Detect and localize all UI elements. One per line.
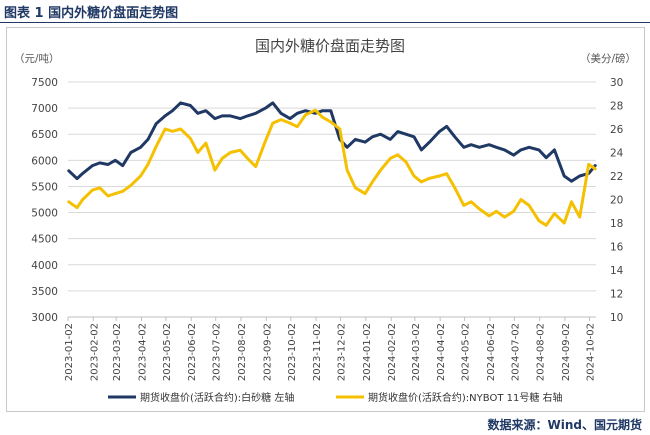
y-tick-left-label: 3500 — [31, 286, 58, 298]
x-tick-label: 2023-09-02 — [262, 323, 273, 381]
x-tick-label: 2024-06-02 — [486, 323, 497, 381]
x-tick-label: 2023-08-02 — [237, 323, 248, 381]
figure-caption: 图表 1 国内外糖价盘面走势图 — [4, 6, 179, 21]
x-tick-label: 2023-12-02 — [337, 323, 348, 381]
x-tick-label: 2024-05-02 — [461, 323, 472, 381]
y-tick-right-label: 28 — [610, 101, 623, 113]
data-source: 数据来源：Wind、国元期货 — [487, 418, 642, 432]
chart-title: 国内外糖价盘面走势图 — [255, 37, 405, 55]
y-axis-left: 7500 7000 6500 6000 5500 5000 4500 4000 3500 3000 — [31, 77, 58, 324]
x-tick-label: 2024-07-02 — [510, 323, 521, 381]
x-tick-label: 2024-02-02 — [387, 323, 398, 381]
y-axis-right-unit: （美分/磅） — [580, 52, 636, 65]
y-tick-left-label: 5000 — [31, 208, 58, 220]
caption-rule — [0, 22, 650, 23]
y-tick-right-label: 24 — [610, 148, 624, 160]
x-tick-label: 2023-07-02 — [212, 323, 223, 381]
y-axis-left-unit: （元/吨） — [14, 52, 60, 65]
legend-label: 期货收盘价(活跃合约):白砂糖 左轴 — [140, 391, 294, 404]
x-tick-label: 2023-06-02 — [187, 323, 198, 381]
y-tick-left-label: 7500 — [31, 77, 58, 89]
y-tick-right-label: 22 — [610, 171, 623, 183]
series-line-white-sugar — [67, 101, 597, 183]
y-tick-right-label: 30 — [610, 77, 623, 89]
y-tick-left-label: 4500 — [31, 234, 58, 246]
y-tick-left-label: 4000 — [31, 260, 58, 272]
y-axis-right: 30 28 26 24 22 20 18 16 14 12 10 — [610, 77, 624, 324]
legend: 期货收盘价(活跃合约):白砂糖 左轴 期货收盘价(活跃合约):NYBOT 11号糖… — [108, 391, 563, 404]
y-tick-left-label: 6000 — [31, 155, 58, 167]
x-tick-label: 2023-10-02 — [287, 323, 298, 381]
x-tick-label: 2024-08-02 — [536, 323, 547, 381]
y-tick-right-label: 26 — [610, 124, 624, 136]
x-tick-label: 2024-01-02 — [362, 323, 373, 381]
y-tick-left-label: 5500 — [31, 181, 58, 193]
x-tick-label: 2023-03-02 — [112, 323, 123, 381]
x-tick-label: 2023-02-02 — [89, 323, 100, 381]
x-tick-label: 2024-04-02 — [436, 323, 447, 381]
y-tick-right-label: 12 — [610, 289, 623, 301]
y-tick-left-label: 6500 — [31, 129, 58, 141]
x-tick-label: 2024-09-02 — [561, 323, 572, 381]
x-tick-label: 2023-01-02 — [64, 323, 75, 381]
x-tick-label: 2023-04-02 — [137, 323, 148, 381]
x-axis: 2023-01-02 2023-02-02 2023-03-02 2023-04-02… — [64, 316, 596, 381]
x-tick-label: 2023-11-02 — [312, 323, 323, 381]
y-tick-right-label: 16 — [610, 242, 624, 254]
x-tick-label: 2024-10-02 — [585, 323, 596, 381]
y-tick-left-label: 7000 — [31, 103, 58, 115]
y-tick-left-label: 3000 — [31, 312, 58, 324]
legend-label: 期货收盘价(活跃合约):NYBOT 11号糖 右轴 — [368, 391, 563, 404]
x-tick-label: 2023-05-02 — [162, 323, 173, 381]
series-line-nybot11 — [67, 108, 597, 227]
x-tick-label: 2024-03-02 — [411, 323, 422, 381]
y-tick-right-label: 20 — [610, 195, 623, 207]
series — [67, 101, 597, 227]
y-tick-right-label: 10 — [610, 312, 623, 324]
grid — [68, 81, 596, 318]
y-tick-right-label: 14 — [610, 265, 624, 277]
y-tick-right-label: 18 — [610, 218, 623, 230]
